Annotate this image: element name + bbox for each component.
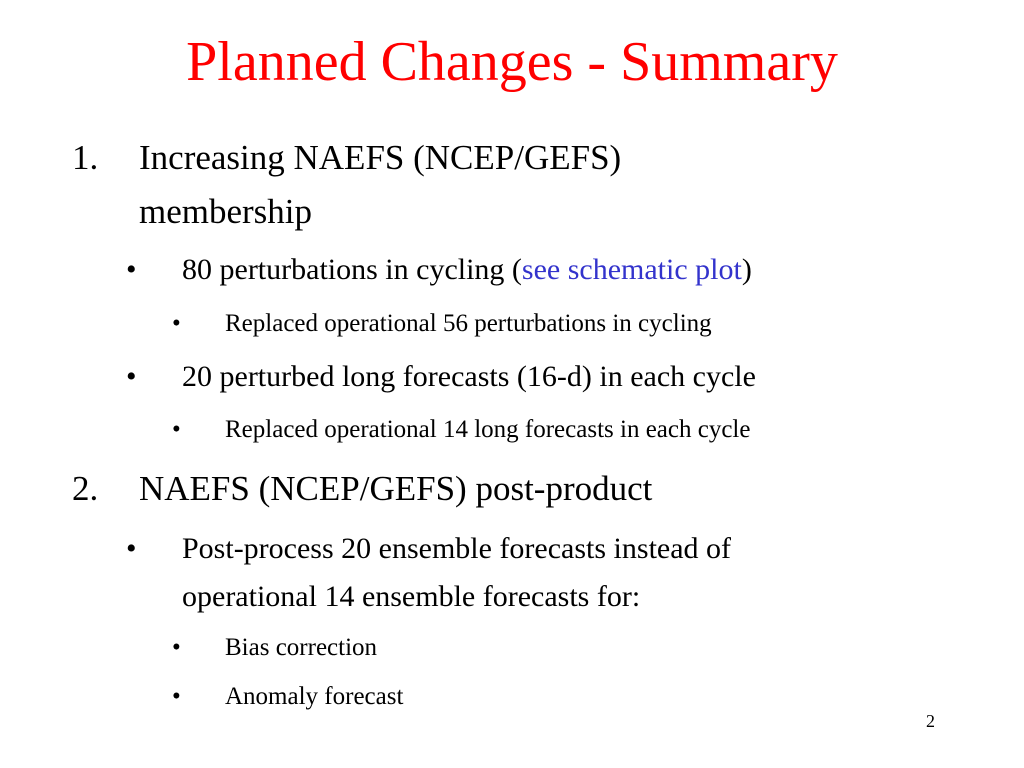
- page-number: 2: [926, 711, 935, 731]
- slide-title: Planned Changes - Summary: [186, 31, 838, 93]
- sub-bullet-text: Anomaly forecast: [225, 683, 404, 710]
- bullet-text-start: 80 perturbations in cycling (: [182, 253, 522, 286]
- item-number: 2.: [72, 469, 99, 508]
- bullet-text-line-2: operational 14 ensemble forecasts for:: [182, 580, 641, 613]
- schematic-plot-link[interactable]: see schematic plot: [521, 253, 742, 286]
- bullet-marker: •: [126, 532, 137, 565]
- item-text-line-1: NAEFS (NCEP/GEFS) post-product: [139, 469, 653, 508]
- bullet-text: 20 perturbed long forecasts (16-d) in ea…: [182, 360, 756, 393]
- sub-bullet-text: Replaced operational 14 long forecasts i…: [225, 416, 751, 443]
- bullet-marker: •: [126, 253, 137, 286]
- bullet-text: 80 perturbations in cycling (see schemat…: [182, 252, 752, 288]
- sub-bullet-marker: •: [172, 683, 181, 710]
- sub-bullet-marker: •: [172, 416, 181, 443]
- sub-bullet-text: Replaced operational 56 perturbations in…: [225, 310, 712, 337]
- bullet-text-line-1: Post-process 20 ensemble forecasts inste…: [182, 532, 732, 565]
- sub-bullet-text: Bias correction: [225, 634, 378, 661]
- item-text-line-1: Increasing NAEFS (NCEP/GEFS): [139, 138, 622, 177]
- sub-bullet-marker: •: [172, 310, 181, 337]
- bullet-text-end: ): [741, 253, 752, 286]
- bullet-marker: •: [126, 360, 137, 393]
- sub-bullet-marker: •: [172, 634, 181, 661]
- item-text-line-2: membership: [139, 192, 313, 231]
- item-number: 1.: [72, 138, 99, 177]
